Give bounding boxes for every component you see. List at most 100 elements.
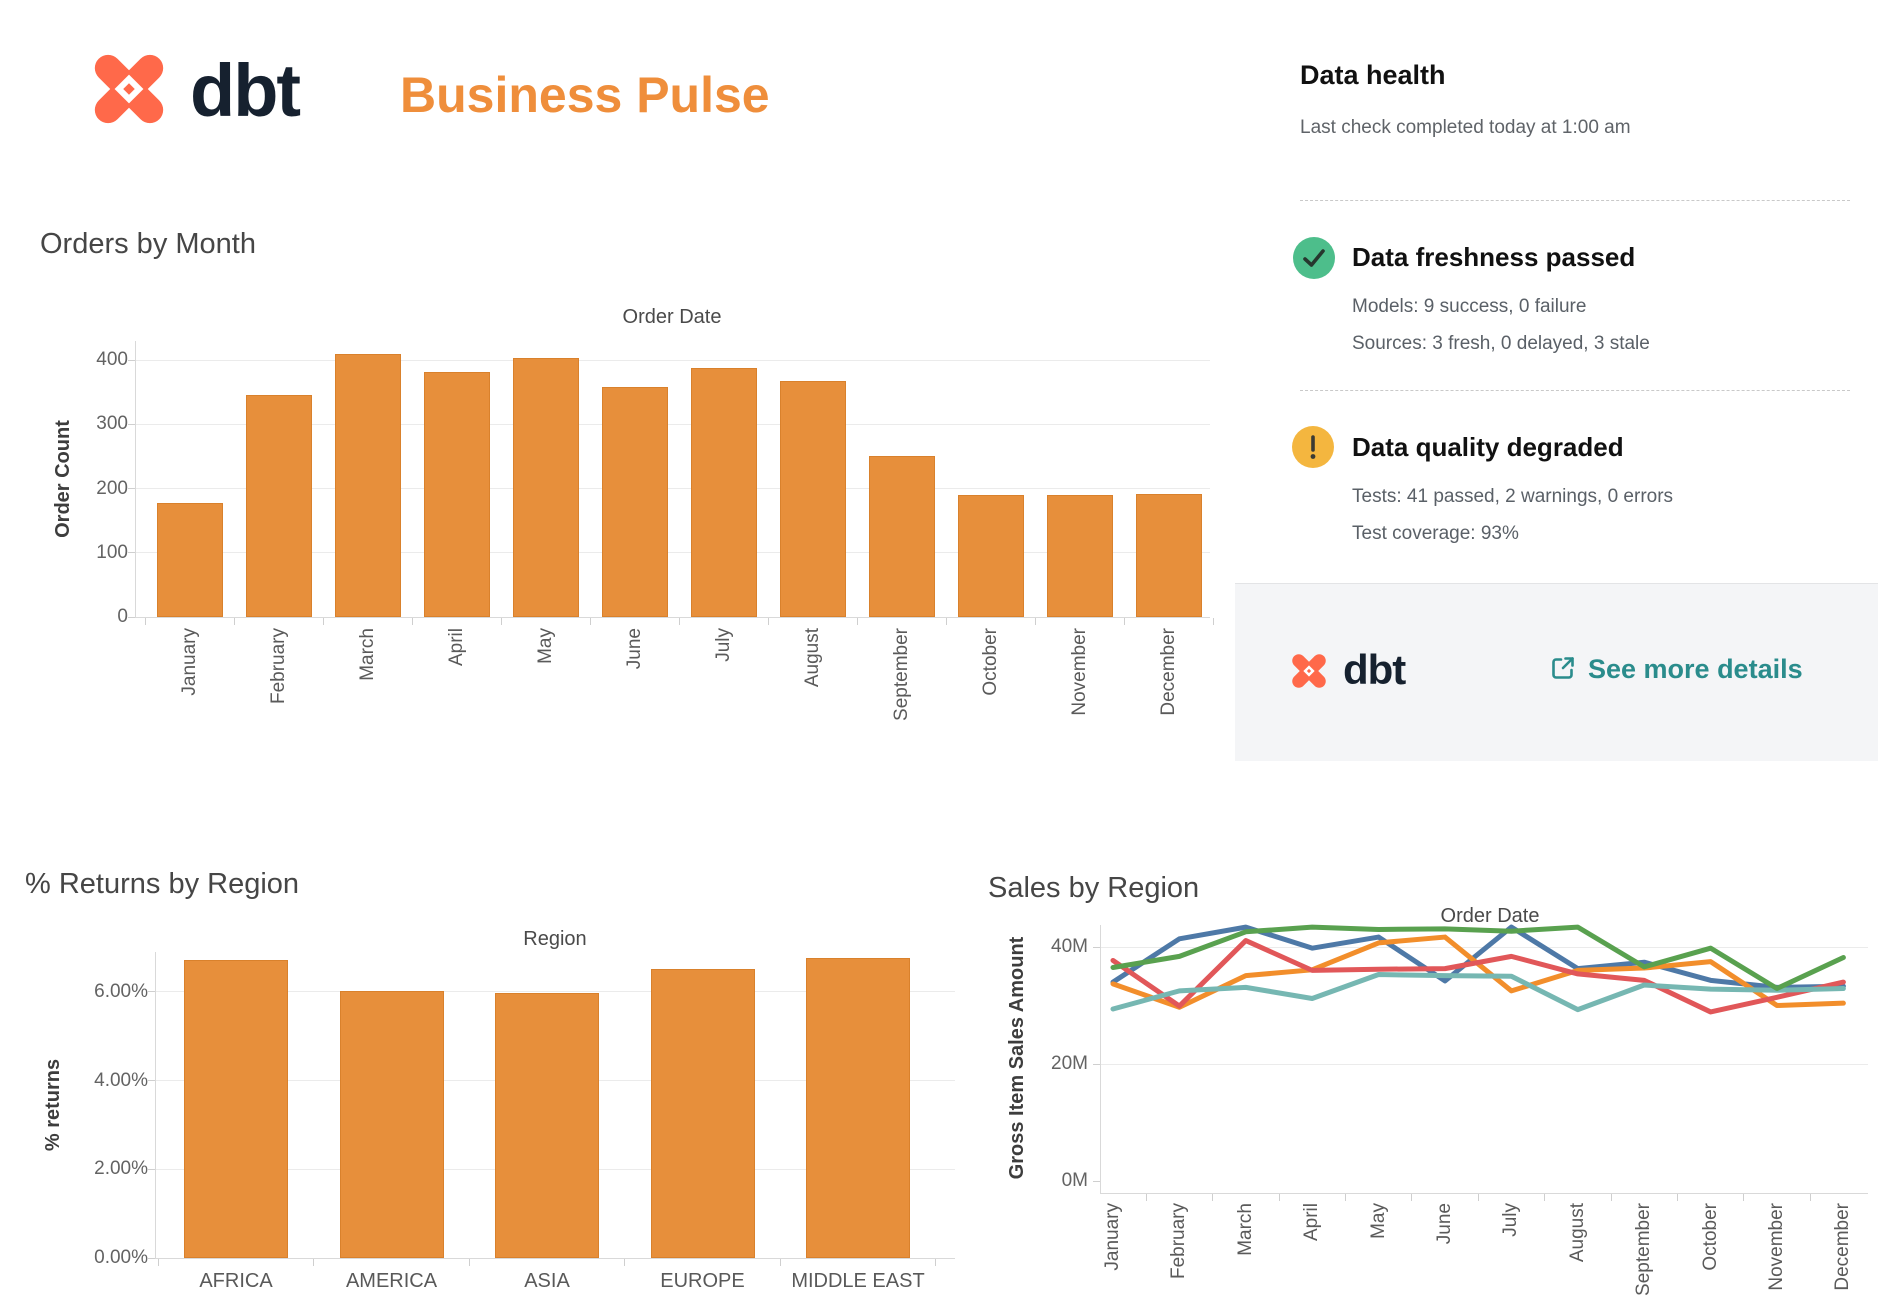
- bar-april[interactable]: [424, 371, 490, 617]
- axis-tick: [148, 1168, 155, 1170]
- bar-november[interactable]: [1047, 495, 1113, 617]
- axis-tick: [857, 618, 858, 625]
- x-tick-label: August: [802, 628, 823, 688]
- divider: [1300, 200, 1850, 201]
- external-link-icon: [1550, 655, 1576, 688]
- x-tick-label: March: [1234, 1203, 1256, 1256]
- quality-heading: Data quality degraded: [1352, 432, 1624, 462]
- data-health-title: Data health: [1300, 60, 1446, 90]
- freshness-models-line: Models: 9 success, 0 failure: [1352, 296, 1587, 317]
- axis-tick: [1676, 1194, 1678, 1201]
- sales-lines-plot: [1110, 924, 1846, 1015]
- y-tick-label: 100: [96, 541, 128, 563]
- x-tick-label: ASIA: [524, 1270, 570, 1292]
- x-tick-label: December: [1158, 628, 1179, 716]
- x-tick-label: June: [624, 628, 645, 670]
- bar-july[interactable]: [691, 367, 757, 617]
- series-line-africa[interactable]: [1110, 924, 1846, 990]
- y-tick-label: 0: [117, 606, 128, 627]
- bar-middle-east[interactable]: [806, 958, 910, 1258]
- orders-x-axis-title: Order Date: [622, 306, 722, 328]
- axis-tick: [1411, 1194, 1413, 1201]
- check-icon: [1293, 237, 1335, 279]
- axis-tick: [412, 618, 413, 625]
- axis-tick: [768, 618, 769, 625]
- y-tick-label: 300: [96, 413, 128, 435]
- bar-america[interactable]: [339, 991, 444, 1258]
- axis-tick: [679, 618, 680, 625]
- axis-tick: [148, 1080, 155, 1082]
- series-line-europe[interactable]: [1110, 971, 1846, 1013]
- bar-february[interactable]: [246, 394, 312, 617]
- see-more-details-link[interactable]: See more details: [1550, 654, 1803, 688]
- x-tick-label: January: [1102, 1203, 1123, 1271]
- y-tick-label: 400: [96, 349, 128, 371]
- x-tick-label: July: [713, 628, 734, 662]
- axis-tick: [313, 1259, 315, 1266]
- axis-tick: [1035, 618, 1036, 625]
- axis-tick: [148, 1257, 155, 1259]
- data-health-footer: dbt See more details: [1235, 583, 1878, 761]
- dbt-logo-icon: [1284, 646, 1334, 696]
- bar-january[interactable]: [157, 503, 223, 617]
- axis-tick: [1809, 1194, 1811, 1201]
- x-tick-label: November: [1766, 1203, 1787, 1291]
- axis-tick: [1213, 618, 1214, 625]
- bar-may[interactable]: [513, 357, 579, 617]
- see-more-details-label: See more details: [1588, 654, 1803, 684]
- x-tick-label: October: [980, 628, 1001, 696]
- y-tick-label: 4.00%: [94, 1069, 148, 1091]
- dbt-wordmark: dbt: [190, 49, 301, 132]
- series-line-america[interactable]: [1110, 934, 1846, 1010]
- y-tick-label: 6.00%: [94, 980, 148, 1002]
- x-tick-label: July: [1500, 1203, 1522, 1237]
- axis-tick: [128, 552, 135, 554]
- axis-tick: [1124, 618, 1125, 625]
- gridline: [135, 488, 1210, 490]
- x-tick-label: September: [891, 628, 912, 721]
- series-line-asia[interactable]: [1110, 938, 1846, 1015]
- x-tick-label: May: [1367, 1203, 1389, 1239]
- freshness-sources-line: Sources: 3 fresh, 0 delayed, 3 stale: [1352, 333, 1650, 354]
- x-tick-label: June: [1434, 1203, 1455, 1245]
- bar-asia[interactable]: [495, 993, 599, 1258]
- bar-september[interactable]: [869, 455, 935, 617]
- bar-august[interactable]: [780, 380, 846, 617]
- bar-europe[interactable]: [650, 969, 755, 1258]
- dbt-logo-icon: [78, 38, 180, 140]
- gridline: [135, 423, 1210, 425]
- axis-tick: [234, 618, 235, 625]
- axis-tick: [145, 618, 146, 625]
- bar-june[interactable]: [602, 386, 668, 617]
- bar-october[interactable]: [958, 495, 1024, 617]
- bar-africa[interactable]: [184, 959, 288, 1258]
- axis-tick: [1544, 1194, 1546, 1201]
- axis-tick: [1145, 1194, 1147, 1201]
- y-tick-label: 0.00%: [94, 1247, 148, 1268]
- axis-tick: [1344, 1194, 1346, 1201]
- axis-tick: [128, 616, 135, 618]
- axis-tick: [501, 618, 502, 625]
- x-tick-label: January: [179, 628, 200, 696]
- axis-tick: [590, 618, 591, 625]
- axis-line: [154, 952, 156, 1258]
- axis-tick: [779, 1259, 781, 1266]
- bar-march[interactable]: [335, 353, 401, 617]
- bar-december[interactable]: [1136, 494, 1202, 617]
- x-tick-label: November: [1069, 628, 1090, 716]
- series-line-middle-east[interactable]: [1110, 924, 1846, 992]
- axis-tick: [148, 991, 155, 993]
- axis-tick: [1093, 1180, 1100, 1182]
- x-tick-label: MIDDLE EAST: [791, 1270, 925, 1292]
- warning-icon: [1292, 426, 1334, 468]
- x-tick-label: December: [1832, 1203, 1854, 1291]
- y-tick-label: 40M: [1051, 936, 1088, 957]
- axis-tick: [468, 1259, 470, 1266]
- y-tick-label: 200: [96, 477, 128, 499]
- axis-line: [135, 617, 1210, 618]
- quality-coverage-line: Test coverage: 93%: [1352, 523, 1519, 544]
- orders-chart-title: Orders by Month: [40, 228, 256, 260]
- y-tick-label: 2.00%: [94, 1158, 148, 1180]
- gridline: [135, 359, 1210, 361]
